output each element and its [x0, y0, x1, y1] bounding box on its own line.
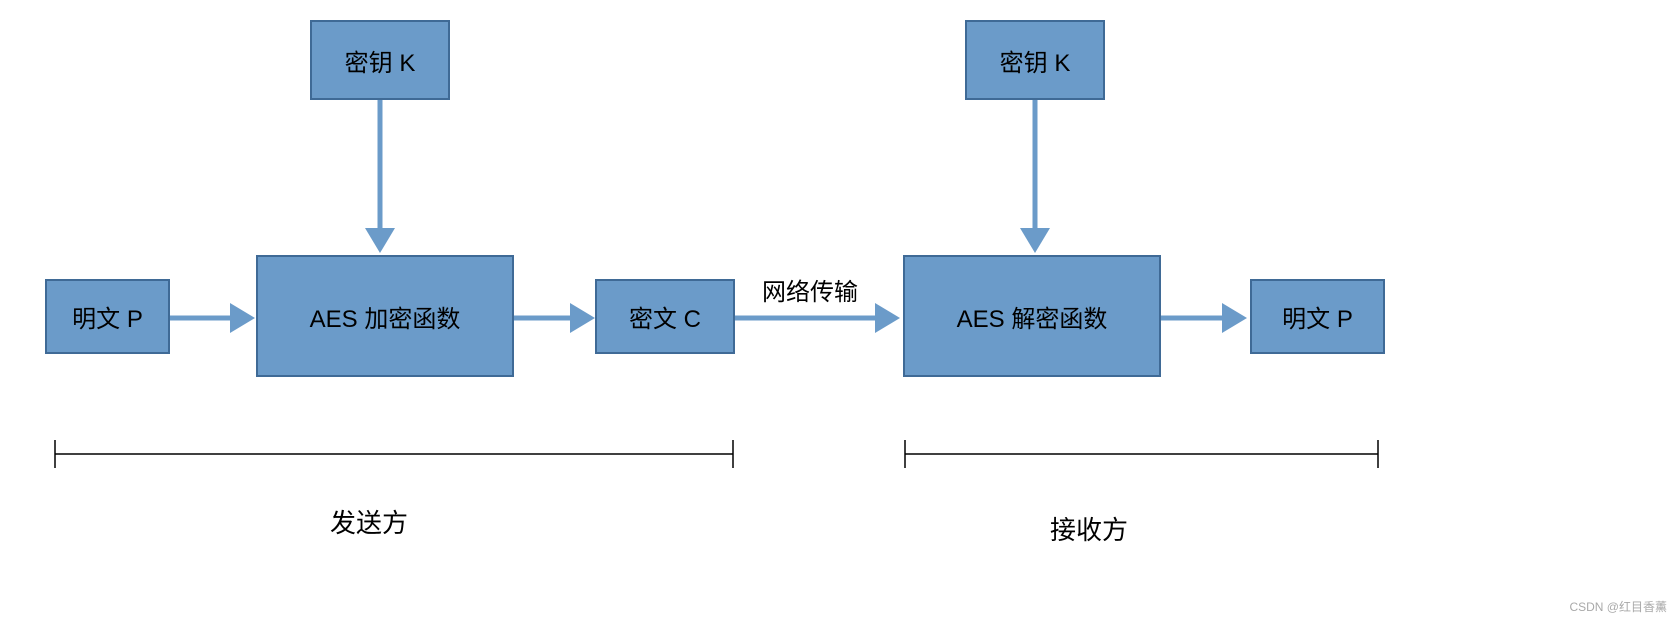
watermark-text: CSDN @红目香薰	[1569, 600, 1667, 614]
node-label: AES 加密函数	[310, 299, 461, 334]
bracket	[905, 440, 1378, 468]
node-label: 明文 P	[1282, 299, 1353, 334]
brackets-group	[55, 440, 1378, 468]
node-label: 密钥 K	[345, 43, 416, 78]
node-label: 明文 P	[72, 299, 143, 334]
label-text: 网络传输	[762, 279, 858, 306]
label-text: 接收方	[1050, 515, 1128, 545]
bracket	[55, 440, 733, 468]
node-plaintext-left: 明文 P	[45, 279, 170, 354]
label-sender: 发送方	[330, 503, 408, 540]
node-label: AES 解密函数	[957, 299, 1108, 334]
svg-overlay	[0, 0, 1679, 621]
node-key-right: 密钥 K	[965, 20, 1105, 100]
node-aes-encrypt: AES 加密函数	[256, 255, 514, 377]
node-ciphertext: 密文 C	[595, 279, 735, 354]
node-aes-decrypt: AES 解密函数	[903, 255, 1161, 377]
node-key-left: 密钥 K	[310, 20, 450, 100]
watermark: CSDN @红目香薰	[1569, 598, 1667, 615]
label-text: 发送方	[330, 508, 408, 538]
node-label: 密文 C	[629, 299, 701, 334]
label-network-transport: 网络传输	[762, 272, 858, 307]
node-plaintext-right: 明文 P	[1250, 279, 1385, 354]
node-label: 密钥 K	[1000, 43, 1071, 78]
label-receiver: 接收方	[1050, 510, 1128, 547]
